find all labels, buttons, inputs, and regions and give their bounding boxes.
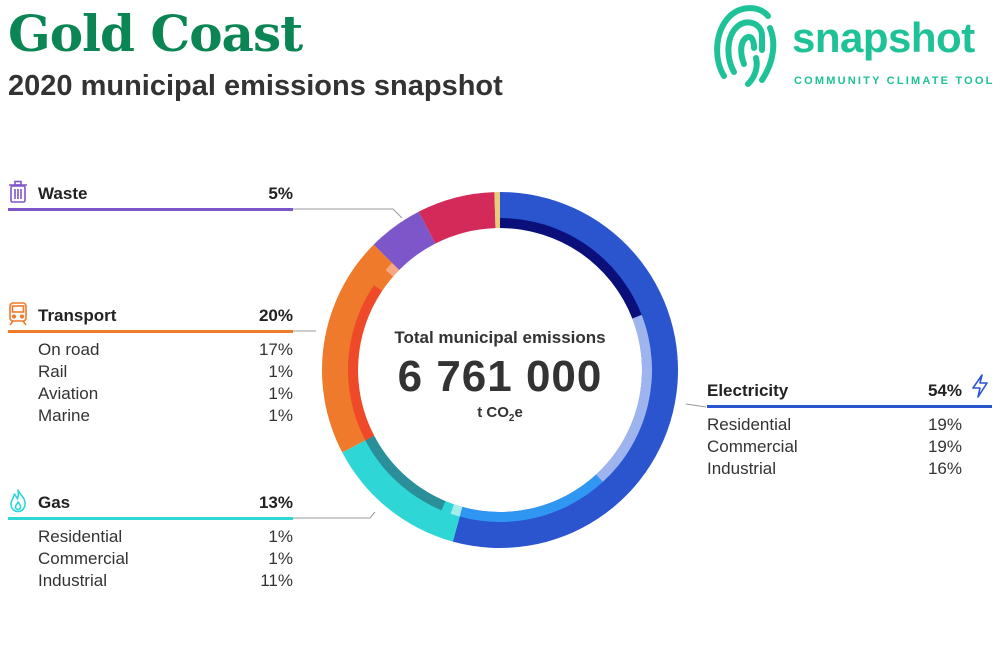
gas-percent: 13% — [258, 493, 293, 512]
waste-panel[interactable]: Waste 5% — [8, 180, 293, 211]
donut-slice-other[interactable] — [418, 192, 496, 244]
transport-percent: 20% — [258, 306, 293, 325]
lightning-bolt-icon — [972, 374, 988, 398]
page-title: Gold Coast — [8, 4, 303, 63]
total-emissions-label: Total municipal emissions — [394, 328, 606, 347]
waste-percent: 5% — [268, 184, 293, 203]
donut-subslice-transport-rail[interactable] — [373, 277, 388, 291]
donut-slice-other-small[interactable] — [494, 191, 500, 229]
donut-subslice-electricity-industrial[interactable] — [459, 474, 603, 522]
trash-bin-icon — [9, 180, 27, 203]
transport-row-marine: Marine 1% — [38, 406, 293, 425]
gas-panel[interactable]: Gas 13% Residential 1% Commercial 1% Indus… — [8, 489, 293, 592]
transport-label: Transport — [38, 306, 117, 325]
fingerprint-logo-icon — [714, 5, 777, 87]
electricity-label: Electricity — [707, 381, 789, 400]
flame-icon — [10, 489, 26, 513]
donut-slice-gas[interactable] — [342, 435, 463, 542]
gas-row-residential: Residential 1% — [38, 527, 293, 546]
page-subtitle: 2020 municipal emissions snapshot — [8, 70, 503, 102]
donut-subslice-gas-industrial[interactable] — [365, 435, 446, 511]
donut-subslice-electricity-commercial[interactable] — [595, 314, 653, 483]
donut-subslice-gas-commercial[interactable] — [441, 501, 454, 514]
electricity-percent: 54% — [927, 381, 962, 400]
electricity-row-residential: Residential 19% — [707, 415, 962, 434]
total-emissions-value: 6 761 000 — [397, 352, 603, 401]
gas-row-industrial: Industrial 11% — [38, 571, 293, 590]
electricity-row-industrial: Industrial 16% — [707, 459, 962, 478]
donut-subslice-transport-aviation[interactable] — [379, 269, 394, 284]
donut-subslice-transport-marine[interactable] — [385, 262, 400, 277]
donut-subslice-gas-residential[interactable] — [450, 504, 463, 517]
transport-panel[interactable]: Transport 20% On road 17% Rail 1% Aviation… — [8, 302, 293, 427]
gas-row-commercial: Commercial 1% — [38, 549, 293, 568]
transport-row-aviation: Aviation 1% — [38, 384, 293, 403]
donut-subslice-transport-on-road[interactable] — [347, 285, 383, 441]
gas-leader-line — [293, 511, 376, 519]
logo-tagline: COMMUNITY CLIMATE TOOL — [794, 75, 995, 87]
donut-slice-waste[interactable] — [373, 211, 436, 270]
donut-subslice-electricity-residential[interactable] — [500, 218, 642, 319]
transport-row-rail: Rail 1% — [38, 362, 293, 381]
snapshot-logo[interactable]: snapshot COMMUNITY CLIMATE TOOL — [712, 2, 1000, 92]
logo-wordmark: snapshot — [792, 14, 975, 61]
total-emissions-unit: t CO2e — [477, 404, 523, 424]
gas-label: Gas — [38, 493, 71, 512]
electricity-row-commercial: Commercial 19% — [707, 437, 962, 456]
electricity-leader-line — [685, 403, 707, 408]
donut-slice-transport[interactable] — [321, 244, 400, 453]
train-icon — [9, 302, 27, 326]
electricity-panel[interactable]: Electricity 54% Residential 19% Commercia… — [707, 374, 992, 480]
transport-row-on-road: On road 17% — [38, 340, 293, 359]
waste-label: Waste — [38, 184, 88, 203]
waste-leader-line — [293, 208, 403, 219]
